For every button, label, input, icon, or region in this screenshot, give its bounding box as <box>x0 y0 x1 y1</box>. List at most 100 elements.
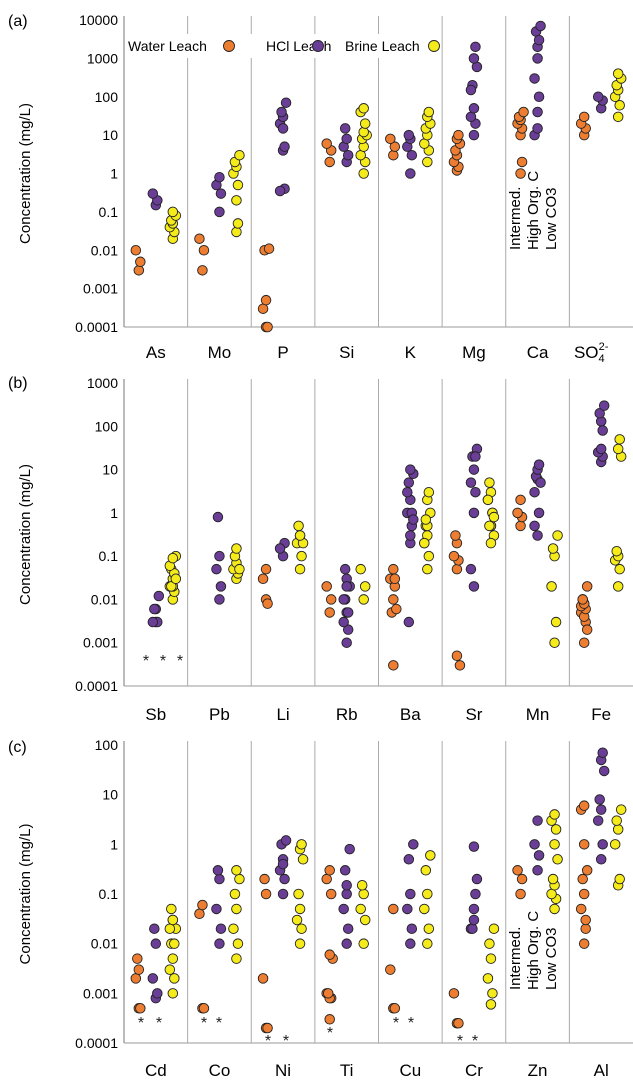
data-point-brine-leach <box>296 923 307 934</box>
data-point-water-leach <box>575 903 587 915</box>
category-label: Mo <box>208 343 232 362</box>
data-point-brine-leach <box>611 815 622 826</box>
data-point-hcl-leach <box>468 581 480 592</box>
data-point-hcl-leach <box>532 123 543 134</box>
data-point-hcl-leach <box>529 486 540 498</box>
data-point-water-leach <box>259 873 270 885</box>
data-point-hcl-leach <box>214 206 225 218</box>
below-detection-mark: * <box>283 1033 289 1050</box>
y-axis-label: Concentration (mg/L) <box>17 103 34 244</box>
data-point-brine-leach <box>552 854 563 865</box>
category-label: Rb <box>336 705 358 724</box>
data-point-brine-leach <box>484 477 495 488</box>
data-point-brine-leach <box>234 563 245 575</box>
data-point-brine-leach <box>169 938 180 949</box>
data-point-brine-leach <box>355 903 366 915</box>
data-point-hcl-leach <box>403 477 415 488</box>
data-point-brine-leach <box>419 903 430 915</box>
category-label: Mn <box>526 705 550 724</box>
legend: Water Leach HCl Leach Brine Leach <box>126 34 440 58</box>
data-point-brine-leach <box>294 938 306 949</box>
data-point-water-leach <box>321 873 332 885</box>
category-label: Cr <box>465 1061 483 1080</box>
data-point-water-leach <box>388 594 399 605</box>
data-point-brine-leach <box>484 938 495 949</box>
data-point-hcl-leach <box>152 988 163 999</box>
legend-marker <box>428 40 440 52</box>
data-point-water-leach <box>453 1017 464 1029</box>
data-point-brine-leach <box>422 156 433 168</box>
data-point-hcl-leach <box>533 34 545 46</box>
below-detection-mark: * <box>156 1015 162 1032</box>
data-point-water-leach <box>515 168 526 179</box>
y-tick-label: 0.001 <box>83 635 118 651</box>
data-point-brine-leach <box>231 953 242 964</box>
data-point-hcl-leach <box>598 765 610 777</box>
data-point-hcl-leach <box>594 794 605 805</box>
data-point-hcl-leach <box>338 903 349 915</box>
data-point-hcl-leach <box>468 464 480 475</box>
data-point-water-leach <box>194 233 205 244</box>
data-point-water-leach <box>388 563 399 575</box>
data-point-water-leach <box>388 903 399 915</box>
data-point-hcl-leach <box>147 616 159 628</box>
below-detection-mark: * <box>216 1015 222 1032</box>
data-point-brine-leach <box>231 226 242 238</box>
data-point-brine-leach <box>614 873 625 885</box>
data-point-water-leach <box>515 520 526 532</box>
data-point-hcl-leach <box>214 550 225 562</box>
data-point-hcl-leach <box>212 511 224 523</box>
data-point-water-leach <box>263 243 275 254</box>
annotation: Intermed. High Org. C Low CO3 <box>507 911 560 990</box>
below-detection-mark: * <box>457 1033 463 1050</box>
data-point-brine-leach <box>170 573 182 585</box>
y-tick-label: 0.1 <box>99 548 119 564</box>
data-point-hcl-leach <box>535 20 546 32</box>
data-point-water-leach <box>262 598 273 609</box>
data-point-hcl-leach <box>214 938 225 949</box>
data-point-hcl-leach <box>402 486 413 498</box>
panel-a: (a) 10000 1000 100 10 1 0.1 0.01 0.001 0.0001 Conc… <box>8 12 633 365</box>
data-point-hcl-leach <box>598 400 610 411</box>
data-point-brine-leach <box>358 103 369 114</box>
data-point-brine-leach <box>546 581 557 592</box>
data-point-water-leach <box>516 156 528 168</box>
data-point-water-leach <box>389 141 401 152</box>
data-point-water-leach <box>580 923 591 934</box>
data-point-brine-leach <box>482 973 494 984</box>
data-point-brine-leach <box>294 563 306 575</box>
data-point-brine-leach <box>549 637 560 648</box>
data-point-brine-leach <box>549 839 560 850</box>
y-tick-label: 10 <box>102 127 118 143</box>
category-label: Co <box>209 1061 231 1080</box>
data-point-hcl-leach <box>597 747 608 758</box>
data-point-water-leach <box>578 938 590 949</box>
data-point-water-leach <box>451 563 463 575</box>
y-tick-label: 0.1 <box>99 204 119 220</box>
data-point-brine-leach <box>422 888 433 900</box>
data-point-brine-leach <box>358 938 369 949</box>
data-point-hcl-leach <box>211 563 222 575</box>
data-point-brine-leach <box>547 543 559 554</box>
category-label: Al <box>594 1061 609 1080</box>
data-point-brine-leach <box>296 839 307 850</box>
data-point-hcl-leach <box>342 607 354 618</box>
y-tick-label: 0.0001 <box>75 319 118 335</box>
data-point-hcl-leach <box>403 129 415 141</box>
data-point-hcl-leach <box>468 53 480 64</box>
data-point-hcl-leach <box>342 624 354 635</box>
data-point-hcl-leach <box>535 477 546 488</box>
y-tick-label: 0.0001 <box>75 1035 118 1051</box>
data-point-brine-leach <box>550 616 562 628</box>
data-point-water-leach <box>130 973 142 984</box>
data-point-water-leach <box>515 494 526 506</box>
data-point-brine-leach <box>614 434 625 445</box>
y-tick-label: 100 <box>95 737 119 753</box>
y-tick-label: 1 <box>110 505 118 521</box>
data-point-water-leach <box>512 865 523 876</box>
data-point-brine-leach <box>552 530 563 541</box>
data-point-brine-leach <box>169 973 180 984</box>
data-point-water-leach <box>197 265 208 276</box>
data-point-hcl-leach <box>279 141 290 152</box>
data-point-hcl-leach <box>597 839 608 850</box>
